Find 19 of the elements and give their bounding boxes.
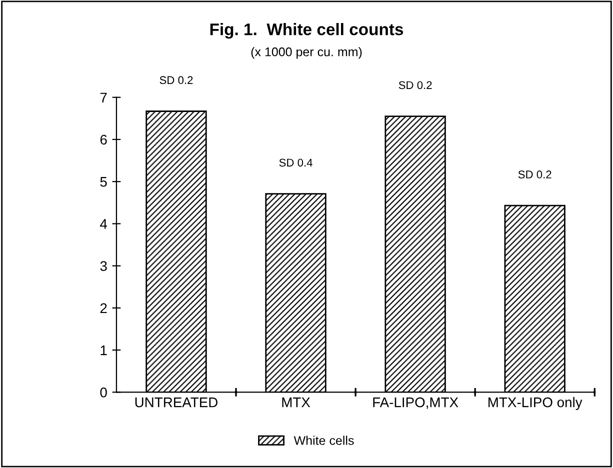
- y-tick-label: 7: [100, 92, 107, 102]
- x-tick-label: MTX-LIPO only: [488, 397, 582, 410]
- y-tick-label: 3: [100, 261, 107, 271]
- chart-title: Fig. 1. White cell counts: [210, 23, 404, 39]
- annotation: SD 0.4: [279, 158, 312, 167]
- chart-subtitle: (x 1000 per cu. mm): [251, 47, 362, 59]
- x-tick-label: UNTREATED: [135, 398, 218, 408]
- x-tick-label: FA-LIPO,MTX: [373, 397, 458, 409]
- y-tick-label: 2: [100, 303, 107, 313]
- annotation: SD 0.2: [398, 81, 432, 90]
- y-tick-label: 6: [100, 134, 107, 145]
- y-tick-label: 0: [100, 388, 107, 398]
- y-tick-label: 1: [100, 346, 107, 356]
- y-tick-label: 4: [100, 219, 108, 229]
- x-tick-label: MTX: [282, 398, 310, 408]
- annotation: SD 0.2: [518, 170, 552, 178]
- annotation: SD 0.2: [160, 76, 193, 84]
- legend-label: White cells: [294, 436, 354, 445]
- y-tick-label: 5: [100, 177, 107, 187]
